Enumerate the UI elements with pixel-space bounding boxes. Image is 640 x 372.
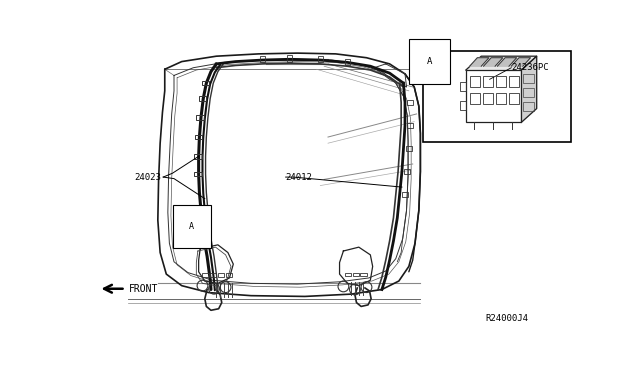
Bar — [195, 135, 202, 140]
Bar — [523, 102, 534, 111]
Bar — [194, 172, 202, 176]
Polygon shape — [484, 58, 503, 66]
Bar — [466, 70, 521, 122]
Bar — [407, 100, 413, 105]
Bar — [202, 273, 209, 277]
Bar — [225, 273, 232, 277]
Bar — [345, 273, 351, 276]
Text: R24000J4: R24000J4 — [485, 314, 528, 323]
Bar — [496, 76, 506, 87]
Bar — [523, 74, 534, 83]
Polygon shape — [497, 58, 516, 66]
Text: A: A — [189, 222, 194, 231]
Bar — [483, 76, 493, 87]
Bar — [194, 154, 202, 158]
Bar — [496, 93, 506, 104]
Bar — [523, 88, 534, 97]
Bar — [218, 273, 224, 277]
Polygon shape — [470, 58, 489, 66]
Bar — [202, 81, 209, 86]
Bar — [360, 273, 367, 276]
Bar — [345, 58, 349, 65]
Bar — [509, 93, 519, 104]
Bar — [470, 76, 480, 87]
Bar — [260, 56, 265, 62]
Polygon shape — [511, 58, 531, 66]
Text: FRONT: FRONT — [129, 284, 159, 294]
Bar — [404, 169, 410, 174]
Bar — [198, 96, 206, 101]
Bar — [196, 115, 204, 120]
Polygon shape — [521, 56, 537, 122]
Bar — [353, 273, 359, 276]
Bar — [509, 76, 519, 87]
Text: 24236PC: 24236PC — [511, 63, 549, 72]
Bar — [318, 56, 323, 62]
Bar — [287, 55, 292, 62]
Bar — [460, 101, 466, 110]
Text: 24012: 24012 — [285, 173, 312, 182]
Text: A: A — [427, 57, 433, 66]
Bar — [402, 192, 408, 197]
Bar — [210, 273, 216, 277]
Text: 24023: 24023 — [134, 173, 161, 182]
Bar — [406, 146, 412, 151]
Bar — [470, 93, 480, 104]
Bar — [483, 93, 493, 104]
Bar — [407, 123, 413, 128]
Bar — [424, 51, 572, 142]
Bar — [460, 81, 466, 91]
Polygon shape — [466, 56, 537, 70]
